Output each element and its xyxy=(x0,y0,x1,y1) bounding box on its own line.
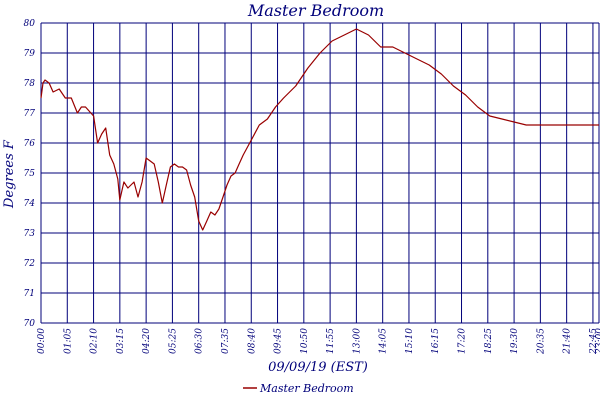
y-tick-label: 74 xyxy=(24,199,36,209)
y-tick-label: 71 xyxy=(24,289,35,299)
x-tick-label: 23:00 xyxy=(595,328,600,355)
x-tick-label: 09:45 xyxy=(274,328,284,354)
x-tick-label: 10:50 xyxy=(300,328,310,354)
y-tick-label: 78 xyxy=(24,79,36,89)
x-axis-label: 09/09/19 (EST) xyxy=(268,360,368,375)
x-tick-label: 22:45 xyxy=(589,328,599,355)
y-tick-label: 76 xyxy=(24,139,36,149)
x-tick-label: 21:40 xyxy=(563,328,573,355)
x-tick-label: 20:35 xyxy=(536,328,546,355)
x-tick-label: 00:00 xyxy=(37,328,47,354)
x-tick-label: 03:15 xyxy=(116,328,126,354)
y-tick-label: 79 xyxy=(24,49,36,59)
x-tick-label: 07:35 xyxy=(221,328,231,354)
x-tick-label: 02:10 xyxy=(90,328,100,354)
y-tick-label: 77 xyxy=(24,109,36,119)
x-tick-label: 04:20 xyxy=(142,328,152,354)
grid xyxy=(40,22,600,324)
x-tick-label: 01:05 xyxy=(63,328,73,354)
x-tick-label: 17:20 xyxy=(458,328,468,354)
y-tick-labels: 70 71 72 73 74 75 76 77 78 79 80 xyxy=(24,19,36,329)
y-axis-label: Degrees F xyxy=(2,139,17,209)
x-tick-labels: 00:00 01:05 02:10 03:15 04:20 05:25 06:30 07:35… xyxy=(37,328,600,355)
y-tick-label: 75 xyxy=(24,169,36,179)
x-tick-label: 06:30 xyxy=(195,328,205,354)
series-line xyxy=(40,28,599,231)
y-tick-label: 73 xyxy=(24,229,36,239)
x-tick-label: 15:10 xyxy=(405,328,415,354)
x-tick-label: 14:05 xyxy=(379,328,389,354)
y-tick-label: 80 xyxy=(24,19,36,29)
x-tick-label: 16:15 xyxy=(431,328,441,354)
y-tick-label: 72 xyxy=(24,259,36,269)
series-lines xyxy=(40,28,599,231)
chart-title: Master Bedroom xyxy=(247,1,384,20)
y-tick-label: 70 xyxy=(24,319,36,329)
x-tick-label: 13:00 xyxy=(352,328,362,354)
x-tick-label: 11:55 xyxy=(326,328,336,354)
x-tick-label: 19:30 xyxy=(510,328,520,354)
x-tick-label: 05:25 xyxy=(168,328,178,354)
x-tick-label: 18:25 xyxy=(484,328,494,354)
legend: Master Bedroom xyxy=(243,382,354,395)
legend-label: Master Bedroom xyxy=(259,382,354,395)
x-tick-label: 08:40 xyxy=(247,328,257,354)
